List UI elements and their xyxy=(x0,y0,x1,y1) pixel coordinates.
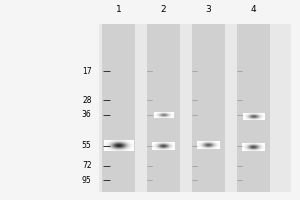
Text: 72: 72 xyxy=(82,161,92,170)
Bar xyxy=(192,24,225,192)
Bar xyxy=(237,24,270,192)
Text: 2: 2 xyxy=(161,5,166,14)
Text: 28: 28 xyxy=(82,96,92,105)
Text: 1: 1 xyxy=(116,5,122,14)
Bar xyxy=(102,24,135,192)
Text: 4: 4 xyxy=(251,5,256,14)
Text: 36: 36 xyxy=(82,110,92,119)
Text: 55: 55 xyxy=(82,141,92,150)
Bar xyxy=(99,24,291,192)
Text: 3: 3 xyxy=(206,5,212,14)
Text: 95: 95 xyxy=(82,176,92,185)
Bar xyxy=(147,24,180,192)
Text: 17: 17 xyxy=(82,67,92,76)
